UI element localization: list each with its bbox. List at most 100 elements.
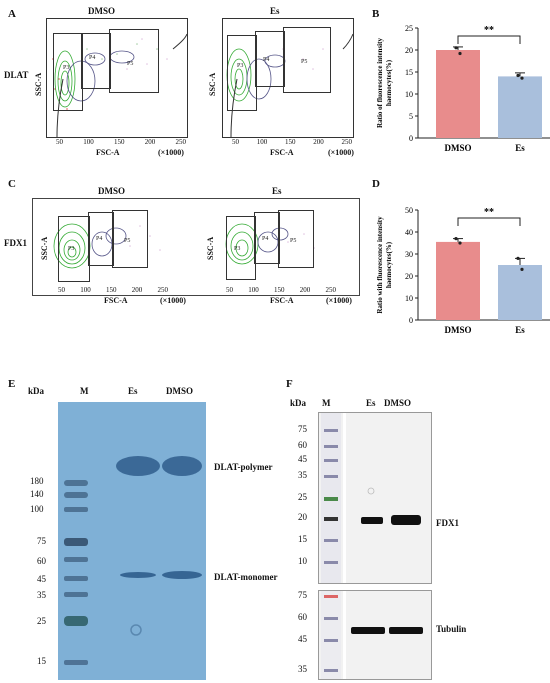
y-label-c1: SSC-A <box>40 236 49 260</box>
tick: 250 <box>157 286 169 294</box>
marker-60: 60 <box>298 440 307 450</box>
x-tick-label: DMSO <box>445 325 472 335</box>
gate-label-p3: P3 <box>68 246 75 252</box>
row-label-fdx1: FDX1 <box>4 238 27 248</box>
y-tick-label: 30 <box>405 250 413 259</box>
gate-label-p5: P5 <box>290 238 297 244</box>
marker-45: 45 <box>37 574 46 584</box>
y-tick-label: 40 <box>405 228 413 237</box>
flow-plot-c-es: P3 P4 P5 <box>218 206 348 286</box>
y-tick-label: 5 <box>409 112 413 121</box>
gate-p4 <box>254 212 280 264</box>
x-tick-label: DMSO <box>445 143 472 153</box>
tick: 100 <box>80 286 91 294</box>
y-axis-label: Ratio of fluorescence intensityhaemocyte… <box>376 38 393 128</box>
data-point <box>454 46 458 50</box>
gate-label-p5: P5 <box>127 61 134 67</box>
panel-letter-f: F <box>286 378 293 390</box>
y-axis-label: Ratio with fluorescence intensityhaemocy… <box>376 216 393 314</box>
significance-label: ** <box>484 25 494 36</box>
gate-label-p3: P3 <box>234 246 241 252</box>
gate-p5 <box>283 27 331 93</box>
x-ticks-c2: 50 100 150 200 250 <box>226 286 336 294</box>
marker-35: 35 <box>298 664 307 674</box>
blot-f-kda-label: kDa <box>290 398 307 408</box>
gate-p3 <box>53 33 83 111</box>
gel-e-lane-es: Es <box>128 386 138 396</box>
x-unit-a2: (×1000) <box>328 148 354 157</box>
x-ticks-a1: 50 100 150 200 250 <box>56 138 186 146</box>
y-tick-label: 50 <box>405 206 413 215</box>
x-label-c1: FSC-A <box>104 296 128 305</box>
data-point <box>454 237 458 241</box>
data-point <box>520 267 524 271</box>
plot-a1-title: DMSO <box>88 6 115 16</box>
y-tick-label: 20 <box>405 46 413 55</box>
data-point <box>458 51 462 56</box>
tick: 150 <box>106 286 117 294</box>
panel-letter-c: C <box>8 178 16 190</box>
marker-10: 10 <box>298 556 307 566</box>
data-point <box>516 73 520 78</box>
row-label-dlat: DLAT <box>4 70 29 80</box>
bar-es <box>498 76 542 138</box>
marker-20: 20 <box>298 512 307 522</box>
coomassie-gel <box>58 402 206 680</box>
plot-a2-title: Es <box>270 6 280 16</box>
gate-label-p4: P4 <box>263 57 270 63</box>
marker-75: 75 <box>37 536 46 546</box>
tick: 50 <box>56 138 63 146</box>
gate-label-p4: P4 <box>262 236 269 242</box>
panel-letter-e: E <box>8 378 16 390</box>
marker-35: 35 <box>298 470 307 480</box>
y-tick-label: 25 <box>405 24 413 33</box>
panel-letter-d: D <box>372 178 380 190</box>
gel-e-lane-dmso: DMSO <box>166 386 193 396</box>
tick: 200 <box>131 286 143 294</box>
blot-f-lane-m: M <box>322 398 331 408</box>
gate-p4 <box>255 31 285 87</box>
blot-f-lane-es: Es <box>366 398 376 408</box>
flow-density-a-dmso <box>52 33 187 137</box>
significance-label: ** <box>484 207 494 218</box>
gate-label-p4: P4 <box>96 236 103 242</box>
gate-label-p3: P3 <box>63 65 70 71</box>
marker-180: 180 <box>30 476 44 486</box>
gate-p3 <box>227 35 257 111</box>
blot-tubulin <box>318 590 432 680</box>
gate-p5 <box>278 210 314 268</box>
gel-e-bands <box>64 456 202 665</box>
marker-140: 140 <box>30 489 44 499</box>
marker-100: 100 <box>30 504 44 514</box>
tick: 100 <box>256 138 268 146</box>
data-point <box>520 76 524 80</box>
tick: 50 <box>58 286 65 294</box>
gate-p4 <box>81 33 111 89</box>
flow-plot-c-dmso: P3 P4 P5 <box>50 206 180 286</box>
blot-f-lane-dmso: DMSO <box>384 398 411 408</box>
gate-label-p5: P5 <box>124 238 131 244</box>
gate-label-p3: P3 <box>237 63 244 69</box>
blot-tubulin-bands <box>321 591 423 679</box>
y-label-a1: SSC-A <box>34 72 43 96</box>
bar-chart-d: 0 10 20 30 40 50 Ratio with fluorescence inten… <box>376 206 550 335</box>
tick: 50 <box>232 138 239 146</box>
marker-75: 75 <box>298 590 307 600</box>
flow-plot-a-dmso: P3 P4 P5 <box>46 18 188 138</box>
marker-60: 60 <box>37 556 46 566</box>
plot-c1-title: DMSO <box>98 186 125 196</box>
tick: 100 <box>83 138 94 146</box>
marker-45: 45 <box>298 454 307 464</box>
marker-15: 15 <box>298 534 307 544</box>
tick: 100 <box>248 286 259 294</box>
x-label-a1: FSC-A <box>96 148 120 157</box>
band-label-dlat-polymer: DLAT-polymer <box>214 462 273 472</box>
tick: 150 <box>274 286 285 294</box>
blot-fdx1 <box>318 412 432 584</box>
tick: 200 <box>299 286 311 294</box>
x-tick-label: Es <box>515 143 525 153</box>
bar-chart-b: 0 5 10 15 20 25 Ratio of fluorescence intensit… <box>376 24 550 153</box>
marker-25: 25 <box>37 616 46 626</box>
x-ticks-c1: 50 100 150 200 250 <box>58 286 168 294</box>
marker-45: 45 <box>298 634 307 644</box>
